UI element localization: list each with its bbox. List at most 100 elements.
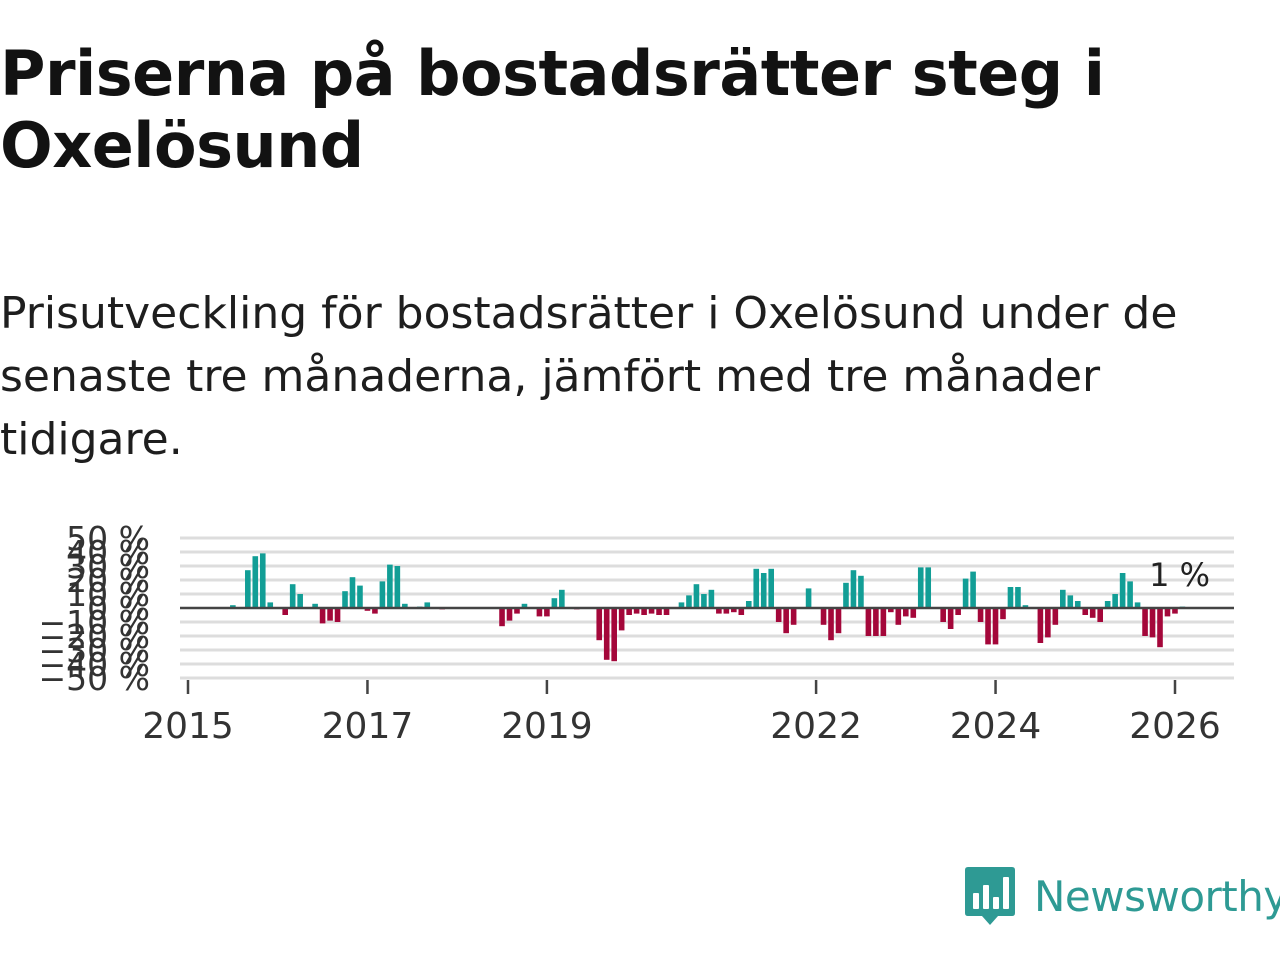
bar xyxy=(626,608,632,615)
page-title: Priserna på bostadsrätter steg i Oxelösu… xyxy=(0,37,1105,182)
y-tick-label: −40 % xyxy=(39,645,151,684)
bar xyxy=(1134,602,1141,608)
bar xyxy=(424,602,431,608)
bar xyxy=(783,608,789,634)
bar xyxy=(334,608,341,622)
bar xyxy=(245,570,251,608)
newsworthy-logo[interactable]: Newsworthy xyxy=(964,864,1280,928)
bar xyxy=(1119,573,1126,608)
bar xyxy=(357,585,363,608)
bar xyxy=(349,577,356,608)
bar xyxy=(843,582,849,608)
bar xyxy=(723,608,730,614)
bar xyxy=(259,553,266,608)
bar xyxy=(1007,587,1014,608)
x-tick-label: 2022 xyxy=(770,706,862,747)
page-subtitle: Prisutveckling för bostadsrätter i Oxelö… xyxy=(0,288,1178,465)
bar xyxy=(506,608,513,621)
bar xyxy=(559,589,565,608)
bar xyxy=(1015,587,1021,608)
bar xyxy=(828,608,834,641)
y-tick-label: 30 % xyxy=(66,547,150,586)
bar xyxy=(977,608,984,622)
bar xyxy=(641,608,647,615)
bar xyxy=(1157,608,1163,648)
bar xyxy=(738,608,745,615)
y-tick-label: 50 % xyxy=(66,519,150,558)
bar xyxy=(282,608,289,615)
bar xyxy=(992,608,999,645)
bar xyxy=(731,608,737,613)
bar xyxy=(760,573,767,608)
bar xyxy=(775,608,782,622)
bar xyxy=(1112,594,1118,608)
bar xyxy=(611,608,617,662)
bar xyxy=(230,605,236,608)
bar xyxy=(596,608,603,641)
x-tick-label: 2024 xyxy=(950,706,1042,747)
bar xyxy=(970,571,976,608)
x-tick-label: 2019 xyxy=(501,706,593,747)
y-tick-label: −30 % xyxy=(39,631,151,670)
bar xyxy=(1037,608,1044,643)
bar xyxy=(1127,581,1133,608)
y-tick-label: −10 % xyxy=(39,603,151,642)
bar xyxy=(394,566,401,608)
label-layer: −50 %−40 %−30 %−20 %−10 %0 %10 %20 %30 %… xyxy=(39,519,1221,747)
bar xyxy=(1172,608,1178,614)
price-change-chart: −50 %−40 %−30 %−20 %−10 %0 %10 %20 %30 %… xyxy=(39,519,1234,747)
bar xyxy=(1082,608,1089,615)
bar xyxy=(678,602,685,608)
bar xyxy=(402,603,408,608)
bar xyxy=(820,608,827,625)
bar xyxy=(686,595,692,608)
bar xyxy=(289,584,296,608)
bar xyxy=(1164,608,1171,617)
bar xyxy=(955,608,961,615)
bar xyxy=(379,581,386,608)
bar xyxy=(372,608,378,614)
y-tick-label: 0 % xyxy=(87,589,150,628)
bar xyxy=(551,598,558,608)
bar xyxy=(940,608,946,622)
bar xyxy=(753,568,760,608)
bar xyxy=(499,608,505,627)
bar xyxy=(1074,601,1081,608)
bar xyxy=(656,608,662,615)
bar xyxy=(895,608,902,625)
bar xyxy=(663,608,670,615)
bar xyxy=(902,608,909,617)
bar xyxy=(790,608,797,625)
bar xyxy=(633,608,640,614)
bar xyxy=(267,602,274,608)
bar xyxy=(544,608,550,617)
bar xyxy=(873,608,879,636)
bar xyxy=(364,608,371,611)
bar xyxy=(1097,608,1103,622)
bar xyxy=(252,556,259,608)
bar xyxy=(805,588,812,608)
x-tick-label: 2015 xyxy=(142,706,234,747)
bar xyxy=(319,608,326,624)
bar xyxy=(342,591,348,608)
bar xyxy=(1000,608,1006,620)
bar xyxy=(716,608,722,614)
bar xyxy=(514,608,520,614)
bar xyxy=(521,603,528,608)
bar xyxy=(1089,608,1096,618)
y-tick-label: −50 % xyxy=(39,659,151,698)
y-tick-label: 40 % xyxy=(66,533,150,572)
bar xyxy=(536,608,543,617)
bar xyxy=(1052,608,1059,625)
bar xyxy=(387,564,393,608)
bar xyxy=(858,575,864,608)
bar xyxy=(1142,608,1148,636)
y-tick-label: −20 % xyxy=(39,617,151,656)
grid-layer xyxy=(180,536,1234,680)
bar xyxy=(835,608,842,634)
bar xyxy=(1022,605,1029,608)
bar xyxy=(1149,608,1156,638)
bar xyxy=(917,567,924,608)
bar xyxy=(880,608,887,636)
bar xyxy=(962,578,969,608)
